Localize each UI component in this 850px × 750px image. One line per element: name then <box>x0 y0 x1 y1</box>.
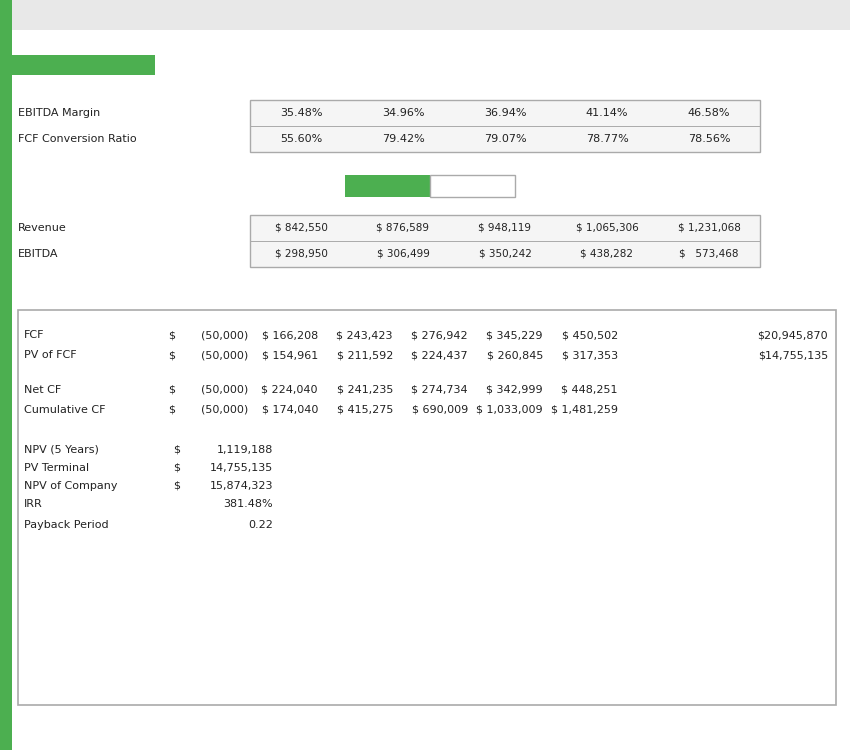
Text: $ 1,065,306: $ 1,065,306 <box>575 223 638 233</box>
Text: Revenue: Revenue <box>18 223 67 233</box>
Text: $ 166,208: $ 166,208 <box>262 330 318 340</box>
Text: 0.22: 0.22 <box>248 520 273 530</box>
Text: $ 260,845: $ 260,845 <box>486 350 543 360</box>
Text: $ 276,942: $ 276,942 <box>411 330 468 340</box>
Text: $: $ <box>173 445 180 455</box>
Text: 79.42%: 79.42% <box>382 134 424 144</box>
Text: EBITDA: EBITDA <box>18 249 59 259</box>
Text: $14,755,135: $14,755,135 <box>757 350 828 360</box>
Text: Payback Period: Payback Period <box>24 520 109 530</box>
Text: $ 274,734: $ 274,734 <box>411 385 468 395</box>
Bar <box>345 175 430 197</box>
Text: $ 448,251: $ 448,251 <box>562 385 618 395</box>
Text: $ 1,033,009: $ 1,033,009 <box>476 405 543 415</box>
Bar <box>250 100 760 152</box>
Text: $ 350,242: $ 350,242 <box>479 249 531 259</box>
Text: FCF: FCF <box>24 330 44 340</box>
Text: 55.60%: 55.60% <box>280 134 322 144</box>
Text: $ 224,040: $ 224,040 <box>262 385 318 395</box>
Text: PV Terminal: PV Terminal <box>24 463 89 473</box>
Text: $ 317,353: $ 317,353 <box>562 350 618 360</box>
Text: $ 842,550: $ 842,550 <box>275 223 327 233</box>
Text: $ 306,499: $ 306,499 <box>377 249 429 259</box>
Text: $: $ <box>173 481 180 491</box>
Text: $ 243,423: $ 243,423 <box>337 330 393 340</box>
Bar <box>0 0 850 30</box>
Text: $   573,468: $ 573,468 <box>679 249 739 259</box>
Text: $20,945,870: $20,945,870 <box>757 330 828 340</box>
Text: $ 345,229: $ 345,229 <box>486 330 543 340</box>
Text: $ 174,040: $ 174,040 <box>262 405 318 415</box>
Text: 41.14%: 41.14% <box>586 108 628 118</box>
Text: $ 241,235: $ 241,235 <box>337 385 393 395</box>
Text: 46.58%: 46.58% <box>688 108 730 118</box>
Text: $: $ <box>168 350 175 360</box>
Text: (50,000): (50,000) <box>201 350 248 360</box>
Text: $ 1,481,259: $ 1,481,259 <box>551 405 618 415</box>
Text: Actual: Actual <box>368 181 407 191</box>
Text: $ 211,592: $ 211,592 <box>337 350 393 360</box>
Text: PV of FCF: PV of FCF <box>24 350 76 360</box>
Text: Cumulative CF: Cumulative CF <box>24 405 105 415</box>
Text: $ 298,950: $ 298,950 <box>275 249 327 259</box>
Text: 79.07%: 79.07% <box>484 134 526 144</box>
Text: 36.94%: 36.94% <box>484 108 526 118</box>
Text: $ 438,282: $ 438,282 <box>581 249 633 259</box>
Text: 381.48%: 381.48% <box>224 499 273 509</box>
Text: $ 224,437: $ 224,437 <box>411 350 468 360</box>
Text: $ 948,119: $ 948,119 <box>479 223 531 233</box>
Bar <box>250 215 760 267</box>
Text: 0%: 0% <box>464 181 481 191</box>
Text: 1,119,188: 1,119,188 <box>217 445 273 455</box>
Text: Sensitivity Analysis: Sensitivity Analysis <box>5 58 151 71</box>
Text: (50,000): (50,000) <box>201 405 248 415</box>
Text: $: $ <box>168 330 175 340</box>
Text: 34.96%: 34.96% <box>382 108 424 118</box>
Text: NPV of Company: NPV of Company <box>24 481 117 491</box>
Bar <box>430 175 515 197</box>
Bar <box>18 310 836 705</box>
Text: $ 450,502: $ 450,502 <box>562 330 618 340</box>
Text: $: $ <box>173 463 180 473</box>
Bar <box>0 0 12 750</box>
Text: FCF Conversion Ratio: FCF Conversion Ratio <box>18 134 137 144</box>
Text: $: $ <box>168 385 175 395</box>
Text: 35.48%: 35.48% <box>280 108 322 118</box>
Text: IRR: IRR <box>24 499 42 509</box>
Text: $ 876,589: $ 876,589 <box>377 223 429 233</box>
Text: $ 1,231,068: $ 1,231,068 <box>677 223 740 233</box>
Text: $: $ <box>168 405 175 415</box>
Text: $ 415,275: $ 415,275 <box>337 405 393 415</box>
Text: $ 154,961: $ 154,961 <box>262 350 318 360</box>
Text: 15,874,323: 15,874,323 <box>209 481 273 491</box>
Text: 14,755,135: 14,755,135 <box>210 463 273 473</box>
Text: NPV (5 Years): NPV (5 Years) <box>24 445 99 455</box>
Text: Net CF: Net CF <box>24 385 61 395</box>
Text: 78.56%: 78.56% <box>688 134 730 144</box>
Text: $ 690,009: $ 690,009 <box>411 405 468 415</box>
Text: (50,000): (50,000) <box>201 330 248 340</box>
Text: 78.77%: 78.77% <box>586 134 628 144</box>
Text: (50,000): (50,000) <box>201 385 248 395</box>
Text: $ 342,999: $ 342,999 <box>486 385 543 395</box>
Text: EBITDA Margin: EBITDA Margin <box>18 108 100 118</box>
Bar <box>0 55 155 75</box>
